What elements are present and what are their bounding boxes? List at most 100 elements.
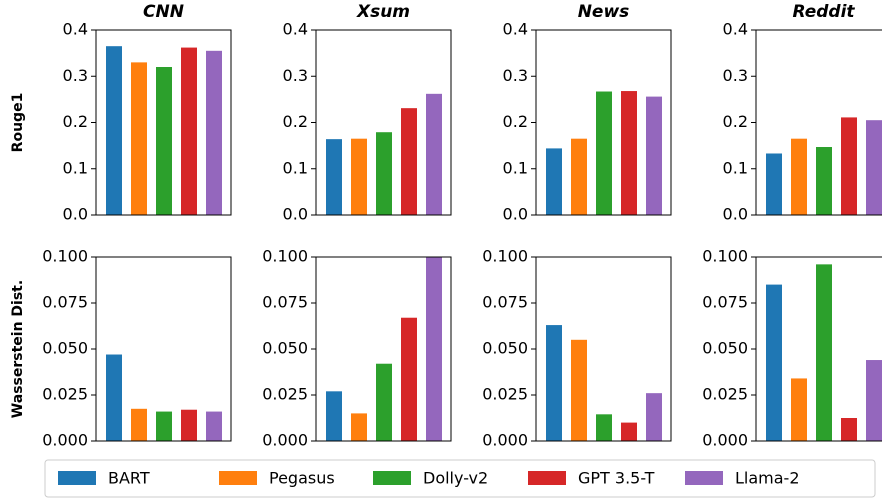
- y-tick-label: 0.100: [482, 247, 528, 266]
- bar: [131, 408, 147, 441]
- legend-swatch: [373, 471, 411, 485]
- legend-swatch: [219, 471, 257, 485]
- y-tick-label: 0.050: [702, 339, 748, 358]
- y-tick-label: 0.2: [283, 112, 308, 131]
- y-tick-label: 0.1: [503, 158, 528, 177]
- bar: [546, 148, 562, 215]
- y-tick-label: 0.2: [503, 112, 528, 131]
- axes-frame: [755, 29, 882, 216]
- legend-label: Llama-2: [735, 469, 800, 488]
- y-tick-label: 0.075: [482, 293, 528, 312]
- y-tick-label: 0.1: [723, 158, 748, 177]
- bar: [156, 67, 172, 215]
- bar: [401, 317, 417, 441]
- legend-label: GPT 3.5-T: [578, 469, 655, 488]
- bar: [376, 363, 392, 441]
- y-tick-label: 0.050: [42, 339, 88, 358]
- bar: [646, 96, 662, 215]
- y-tick-label: 0.4: [283, 20, 308, 39]
- bar: [791, 138, 807, 215]
- bar: [156, 411, 172, 441]
- bar: [841, 418, 857, 441]
- bar: [376, 132, 392, 215]
- bar: [646, 393, 662, 441]
- bar: [596, 414, 612, 441]
- legend-label: Pegasus: [269, 469, 335, 488]
- bar: [326, 139, 342, 215]
- y-tick-label: 0.000: [482, 431, 528, 450]
- y-tick-label: 0.3: [283, 66, 308, 85]
- axes-frame: [755, 256, 882, 442]
- axes-frame: [95, 29, 232, 216]
- subplot-title: CNN: [143, 2, 184, 22]
- bar: [621, 422, 637, 441]
- legend-swatch: [58, 471, 96, 485]
- bar: [791, 378, 807, 441]
- y-tick-label: 0.0: [503, 205, 528, 224]
- bar: [326, 391, 342, 441]
- y-tick-label: 0.000: [262, 431, 308, 450]
- y-tick-label: 0.000: [702, 431, 748, 450]
- bar: [816, 264, 832, 441]
- bar: [766, 284, 782, 441]
- y-tick-label: 0.025: [482, 385, 528, 404]
- bar: [401, 108, 417, 215]
- legend-swatch: [685, 471, 723, 485]
- legend-label: BART: [108, 469, 150, 488]
- y-tick-label: 0.100: [702, 247, 748, 266]
- y-tick-label: 0.4: [503, 20, 528, 39]
- y-tick-label: 0.3: [503, 66, 528, 85]
- axes-frame: [315, 256, 452, 442]
- subplot-title: Reddit: [792, 2, 855, 22]
- y-tick-label: 0.4: [723, 20, 748, 39]
- bar: [181, 409, 197, 441]
- subplot-title: News: [578, 2, 630, 22]
- y-tick-label: 0.100: [42, 247, 88, 266]
- legend-label: Dolly-v2: [423, 469, 488, 488]
- y-tick-label: 0.025: [42, 385, 88, 404]
- bar: [841, 117, 857, 215]
- bar: [206, 411, 222, 441]
- y-tick-label: 0.000: [42, 431, 88, 450]
- y-tick-label: 0.4: [63, 20, 88, 39]
- y-tick-label: 0.050: [482, 339, 528, 358]
- legend-box: [44, 459, 876, 498]
- y-tick-label: 0.1: [63, 158, 88, 177]
- y-tick-label: 0.100: [262, 247, 308, 266]
- legend-swatch: [528, 471, 566, 485]
- bar: [206, 50, 222, 215]
- axes-frame: [535, 29, 672, 216]
- axes-frame: [95, 256, 232, 442]
- bar: [131, 62, 147, 215]
- y-tick-label: 0.025: [262, 385, 308, 404]
- subplot-title: Xsum: [356, 2, 410, 22]
- y-tick-label: 0.025: [702, 385, 748, 404]
- axes-frame: [535, 256, 672, 442]
- y-tick-label: 0.075: [42, 293, 88, 312]
- y-tick-label: 0.050: [262, 339, 308, 358]
- y-tick-label: 0.3: [63, 66, 88, 85]
- y-tick-label: 0.1: [283, 158, 308, 177]
- y-tick-label: 0.2: [723, 112, 748, 131]
- bar: [766, 153, 782, 215]
- bar: [426, 257, 442, 441]
- bar: [816, 147, 832, 215]
- bar: [181, 47, 197, 216]
- bar: [866, 360, 882, 441]
- y-tick-label: 0.0: [723, 205, 748, 224]
- axes-frame: [315, 29, 452, 216]
- bar: [596, 91, 612, 215]
- bar: [106, 46, 122, 215]
- y-tick-label: 0.0: [283, 205, 308, 224]
- y-axis-label: Rouge1: [10, 93, 26, 153]
- bar: [351, 413, 367, 441]
- bar: [426, 93, 442, 215]
- y-axis-label: Wasserstein Dist.: [10, 280, 26, 418]
- bar: [621, 91, 637, 215]
- y-tick-label: 0.075: [262, 293, 308, 312]
- bar: [351, 138, 367, 215]
- bar: [571, 138, 587, 215]
- y-tick-label: 0.075: [702, 293, 748, 312]
- bar: [546, 325, 562, 441]
- y-tick-label: 0.3: [723, 66, 748, 85]
